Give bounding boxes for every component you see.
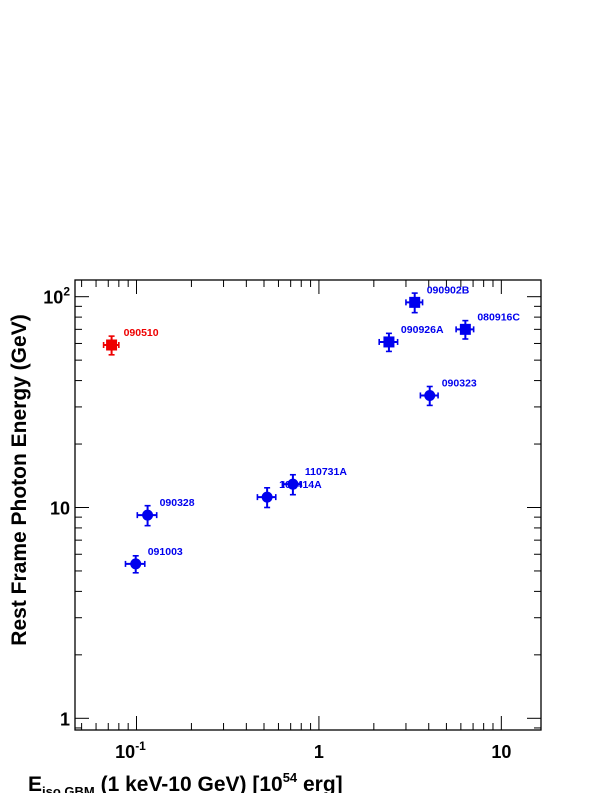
point-label: 090328 — [160, 497, 195, 509]
point-label: 090926A — [401, 324, 444, 336]
axis-ticks — [75, 280, 541, 730]
circle-marker — [261, 491, 273, 503]
point-label: 091003 — [148, 546, 183, 558]
circle-marker — [130, 558, 142, 570]
plot-area-border — [74, 279, 542, 731]
data-point-091003: 091003 — [124, 546, 183, 574]
point-label: 090323 — [442, 377, 477, 389]
x-tick-label: 1 — [314, 742, 324, 762]
square-marker — [459, 323, 471, 335]
y-axis-title: Rest Frame Photon Energy (GeV) — [8, 314, 31, 645]
data-points: 090510090328091003100414A110731A090926A0… — [102, 284, 520, 574]
x-tick-label-exponent: -1 — [135, 739, 146, 753]
y-tick-label-base: 1 — [60, 709, 70, 729]
y-tick-label-exponent: 2 — [63, 285, 70, 299]
x-axis-title-middle: (1 keV-10 GeV) [10 — [95, 773, 283, 793]
x-tick-label-base: 10 — [115, 742, 135, 762]
data-point-090926A: 090926A — [378, 324, 444, 353]
circle-marker — [142, 509, 154, 521]
data-point-080916C: 080916C — [455, 311, 520, 340]
point-label: 080916C — [477, 311, 520, 323]
x-tick-label-base: 10 — [491, 742, 511, 762]
x-tick-label: 10 — [491, 742, 511, 762]
square-marker — [383, 336, 395, 348]
data-point-090328: 090328 — [136, 497, 195, 527]
x-axis-title: Eiso,GBM (1 keV-10 GeV) [1054 erg] — [28, 770, 343, 793]
data-point-090510: 090510 — [102, 327, 159, 356]
x-tick-label-base: 1 — [314, 742, 324, 762]
point-label: 090902B — [427, 284, 470, 296]
data-point-090902B: 090902B — [405, 284, 470, 314]
y-tick-label: 102 — [43, 285, 70, 308]
y-tick-label-base: 10 — [50, 498, 70, 518]
point-label: 090510 — [124, 327, 159, 339]
plot-frame — [74, 279, 542, 731]
y-tick-label: 10 — [50, 498, 70, 518]
point-label: 110731A — [305, 466, 347, 478]
x-axis-title-subscript: iso,GBM — [42, 784, 95, 793]
circle-marker — [287, 478, 299, 490]
square-marker — [409, 296, 421, 308]
data-point-110731A: 110731A — [282, 466, 347, 496]
circle-marker — [424, 389, 436, 401]
square-marker — [106, 339, 118, 351]
y-tick-label: 1 — [60, 709, 70, 729]
y-tick-label-base: 10 — [43, 288, 63, 308]
x-axis-title-end: erg] — [297, 773, 343, 793]
x-tick-label: 10-1 — [115, 739, 146, 762]
data-point-090323: 090323 — [419, 377, 477, 407]
x-axis-title-superscript: 54 — [283, 770, 298, 785]
x-axis-title-main: E — [28, 773, 42, 793]
